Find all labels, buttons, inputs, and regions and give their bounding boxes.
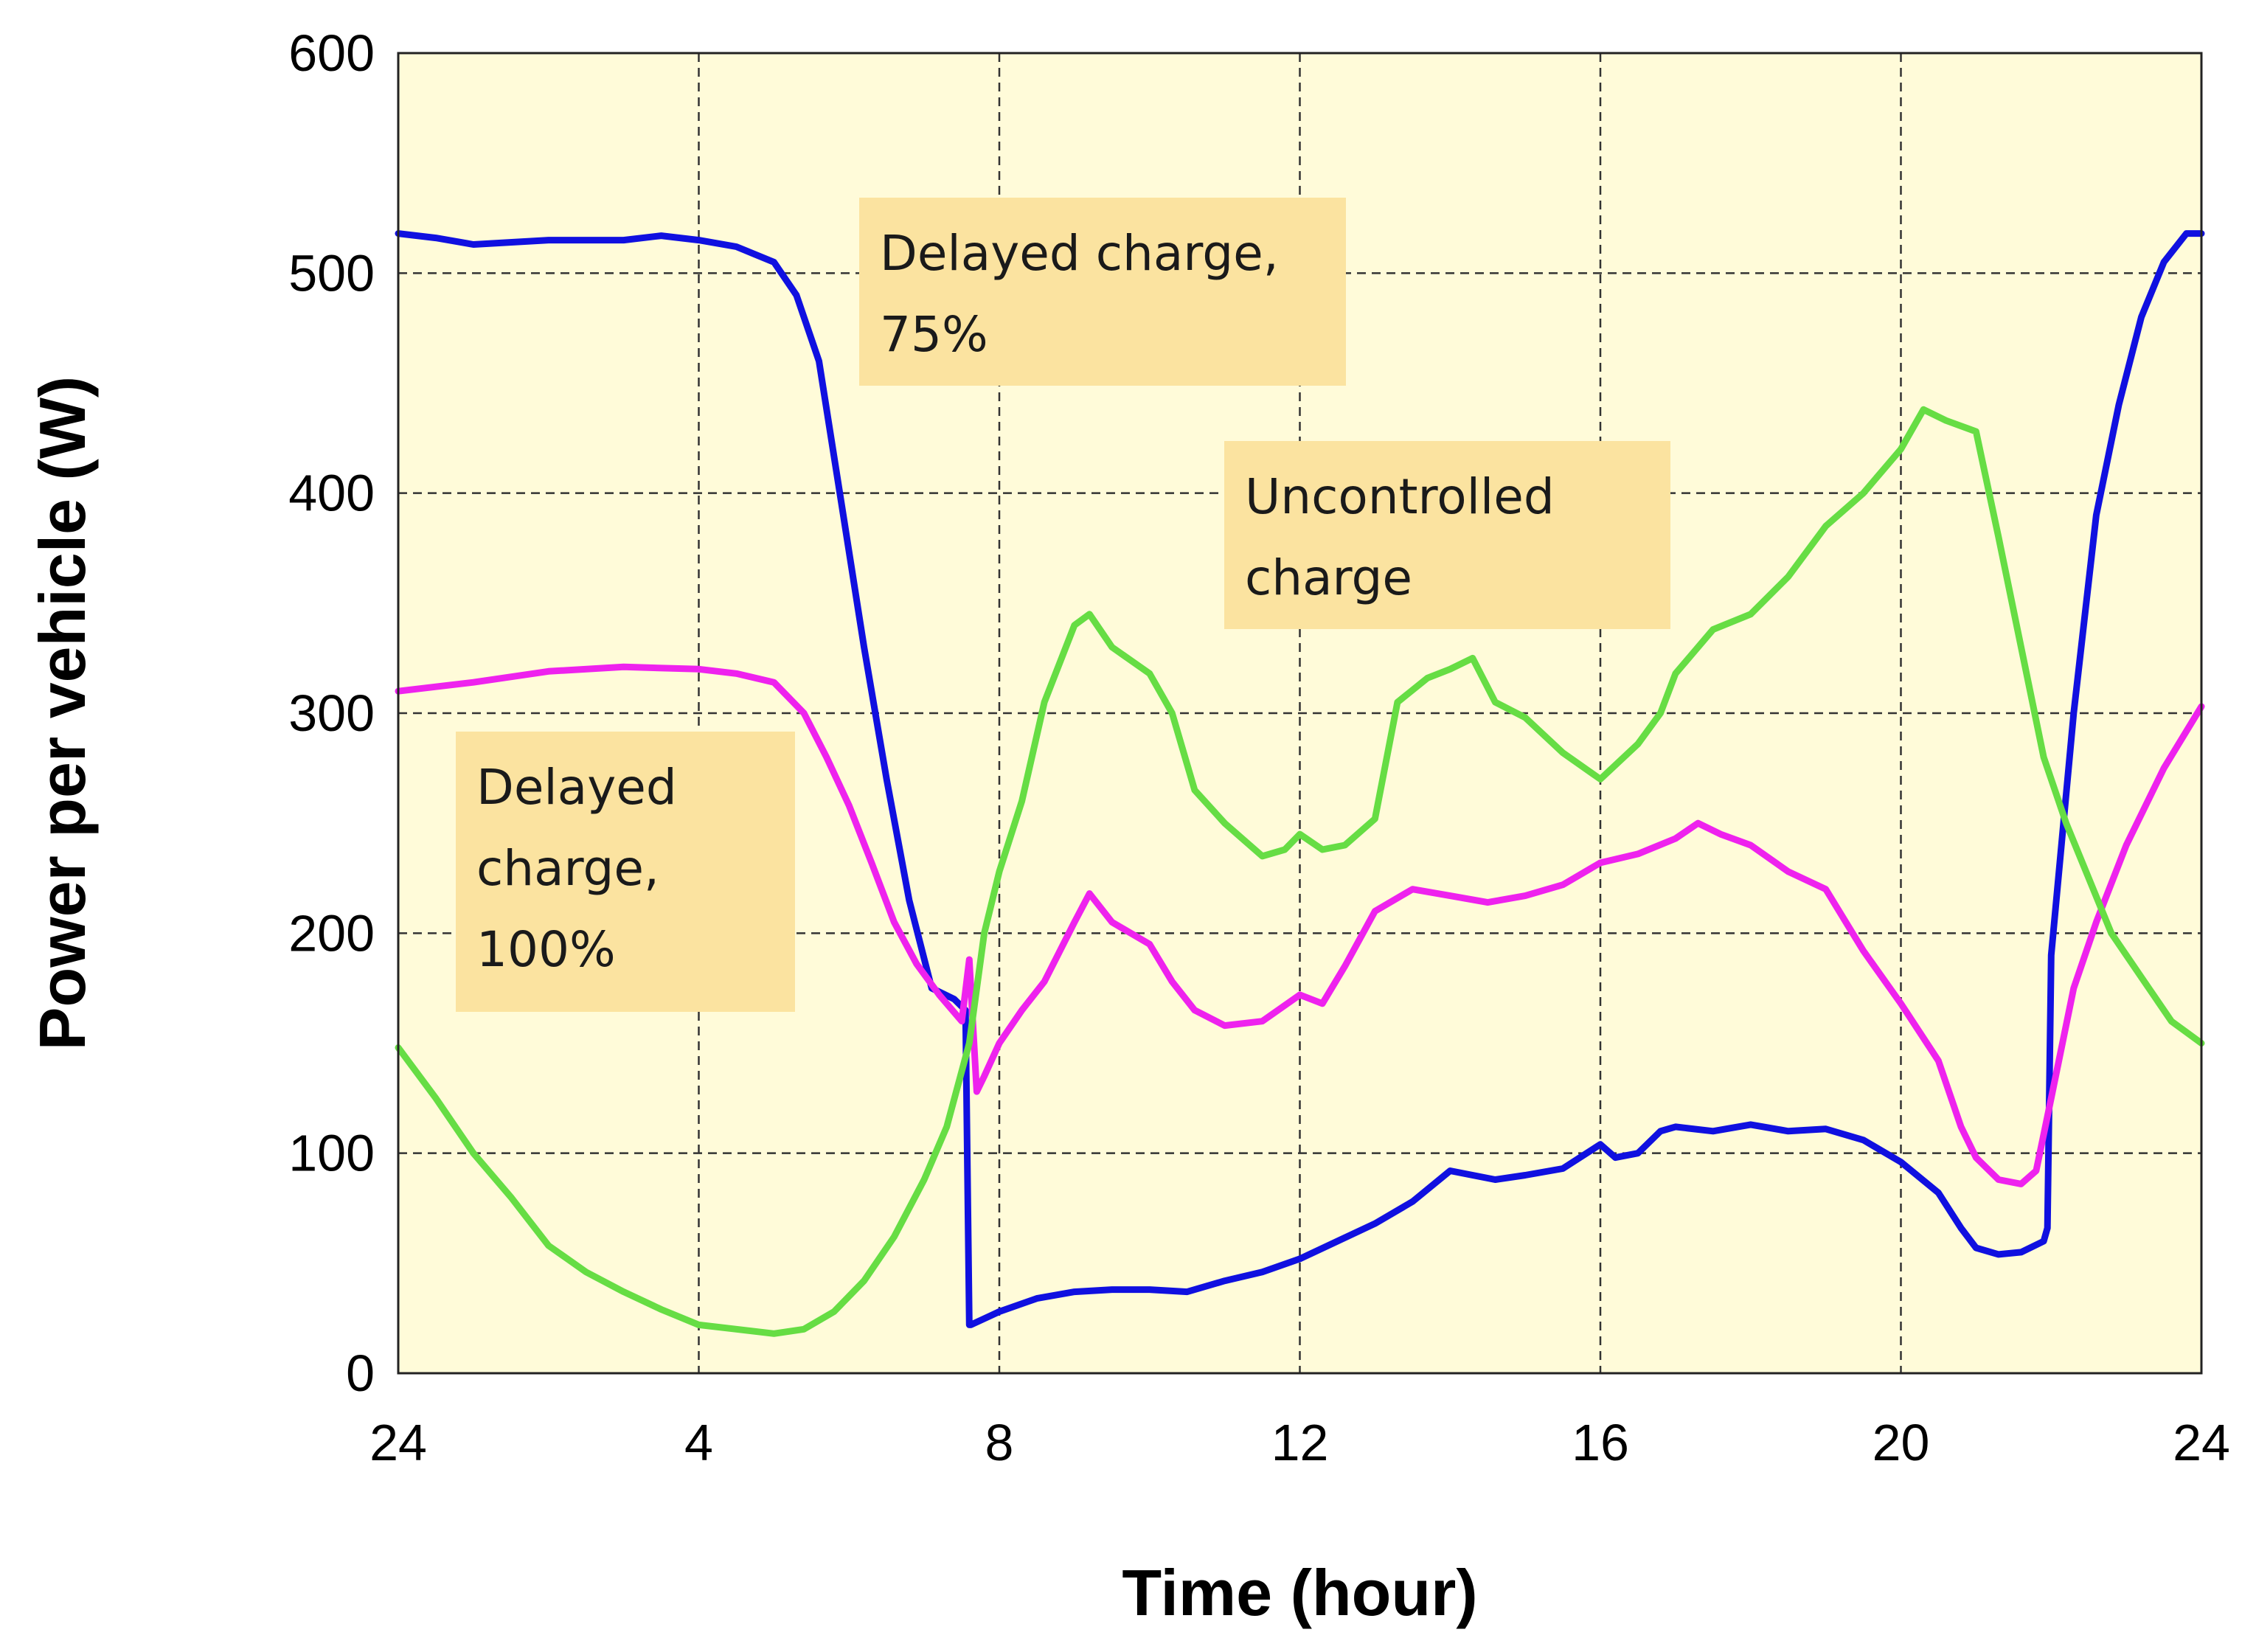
annotation-boxes: Delayed charge, 75% Uncontrolled charge Dela… <box>456 198 1670 1012</box>
annotation-box: Delayed charge, 75% <box>859 198 1346 386</box>
annotation-background <box>859 198 1346 386</box>
x-tick-label: 20 <box>1873 1414 1930 1471</box>
annotation-background <box>1224 441 1670 629</box>
x-tick-label: 24 <box>2173 1414 2230 1471</box>
annotation-box: Delayed charge, 100% <box>456 732 795 1012</box>
series-lines <box>395 230 2205 1337</box>
annotation-text: Delayed <box>476 759 677 816</box>
annotation-background <box>456 732 795 1012</box>
series-line-2 <box>395 663 2205 1187</box>
y-tick-label: 600 <box>288 24 375 82</box>
x-axis-title: Time (hour) <box>1122 1556 1477 1629</box>
y-tick-label: 0 <box>346 1344 375 1402</box>
series-line-1 <box>395 230 2205 1328</box>
y-tick-labels: 0 100 200 300 400 500 600 <box>288 24 375 1402</box>
y-tick-label: 200 <box>288 904 375 962</box>
y-tick-label: 100 <box>288 1125 375 1182</box>
annotation-text: Uncontrolled <box>1245 468 1555 525</box>
y-tick-label: 400 <box>288 465 375 522</box>
annotation-text: charge <box>1245 549 1412 606</box>
x-tick-labels: 24 4 8 12 16 20 24 <box>369 1414 2230 1471</box>
plot-border <box>397 52 2203 1375</box>
annotation-text: 75% <box>880 306 988 363</box>
x-tick-label: 12 <box>1271 1414 1329 1471</box>
annotation-text: 100% <box>476 921 616 978</box>
x-tick-label: 24 <box>369 1414 427 1471</box>
x-tick-label: 8 <box>985 1414 1014 1471</box>
y-axis-title: Power per vehicle (W) <box>26 376 99 1050</box>
annotation-box: Uncontrolled charge <box>1224 441 1670 629</box>
annotation-text: charge, <box>476 840 659 897</box>
x-tick-label: 4 <box>684 1414 713 1471</box>
annotation-text: Delayed charge, <box>880 225 1279 282</box>
series-line-3 <box>395 406 2205 1337</box>
y-tick-label: 300 <box>288 684 375 742</box>
y-tick-label: 500 <box>288 244 375 302</box>
x-tick-label: 16 <box>1572 1414 1629 1471</box>
